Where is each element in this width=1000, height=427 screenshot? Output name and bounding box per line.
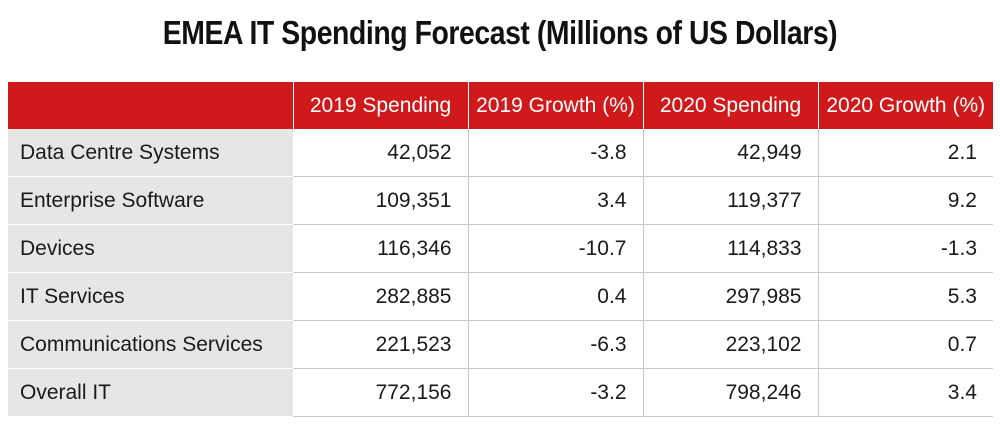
cell-2019-growth: 0.4	[468, 272, 644, 321]
cell-2019-growth: -10.7	[468, 224, 644, 273]
cell-2020-spending: 42,949	[643, 129, 819, 177]
table-row: IT Services 282,885 0.4 297,985 5.3	[8, 272, 993, 321]
cell-2019-spending: 109,351	[293, 176, 469, 225]
table-row: Enterprise Software 109,351 3.4 119,377 …	[8, 176, 993, 225]
cell-2020-growth: -1.3	[818, 224, 993, 273]
table-row: Devices 116,346 -10.7 114,833 -1.3	[8, 224, 993, 273]
cell-2019-growth: -3.8	[468, 129, 644, 177]
page-title: EMEA IT Spending Forecast (Millions of U…	[162, 14, 838, 51]
table-header-row: 2019 Spending 2019 Growth (%) 2020 Spend…	[8, 82, 993, 129]
cell-2019-spending: 772,156	[293, 368, 469, 417]
cell-2019-spending: 116,346	[293, 224, 469, 273]
row-label: Communications Services	[8, 320, 293, 369]
cell-2020-spending: 119,377	[643, 176, 819, 225]
cell-2019-spending: 221,523	[293, 320, 469, 369]
cell-2020-growth: 3.4	[818, 368, 993, 417]
row-label: IT Services	[8, 272, 293, 321]
cell-2020-growth: 5.3	[818, 272, 993, 321]
column-header-2019-growth: 2019 Growth (%)	[468, 82, 644, 129]
cell-2019-spending: 42,052	[293, 129, 469, 177]
table-row: Communications Services 221,523 -6.3 223…	[8, 320, 993, 369]
table-row: Overall IT 772,156 -3.2 798,246 3.4	[8, 368, 993, 417]
cell-2020-spending: 798,246	[643, 368, 819, 417]
cell-2019-growth: -6.3	[468, 320, 644, 369]
cell-2019-spending: 282,885	[293, 272, 469, 321]
column-header-2020-spending: 2020 Spending	[643, 82, 819, 129]
cell-2020-growth: 0.7	[818, 320, 993, 369]
row-label: Devices	[8, 224, 293, 273]
column-header-2020-growth: 2020 Growth (%)	[818, 82, 993, 129]
table-row: Data Centre Systems 42,052 -3.8 42,949 2…	[8, 129, 993, 177]
cell-2020-spending: 114,833	[643, 224, 819, 273]
row-label: Data Centre Systems	[8, 129, 293, 177]
column-header-category	[8, 82, 294, 129]
spending-table: 2019 Spending 2019 Growth (%) 2020 Spend…	[8, 82, 993, 417]
column-header-2019-spending: 2019 Spending	[293, 82, 469, 129]
cell-2020-growth: 2.1	[818, 129, 993, 177]
cell-2020-spending: 297,985	[643, 272, 819, 321]
cell-2020-spending: 223,102	[643, 320, 819, 369]
row-label: Enterprise Software	[8, 176, 293, 225]
row-label: Overall IT	[8, 368, 293, 417]
cell-2019-growth: -3.2	[468, 368, 644, 417]
cell-2020-growth: 9.2	[818, 176, 993, 225]
cell-2019-growth: 3.4	[468, 176, 644, 225]
